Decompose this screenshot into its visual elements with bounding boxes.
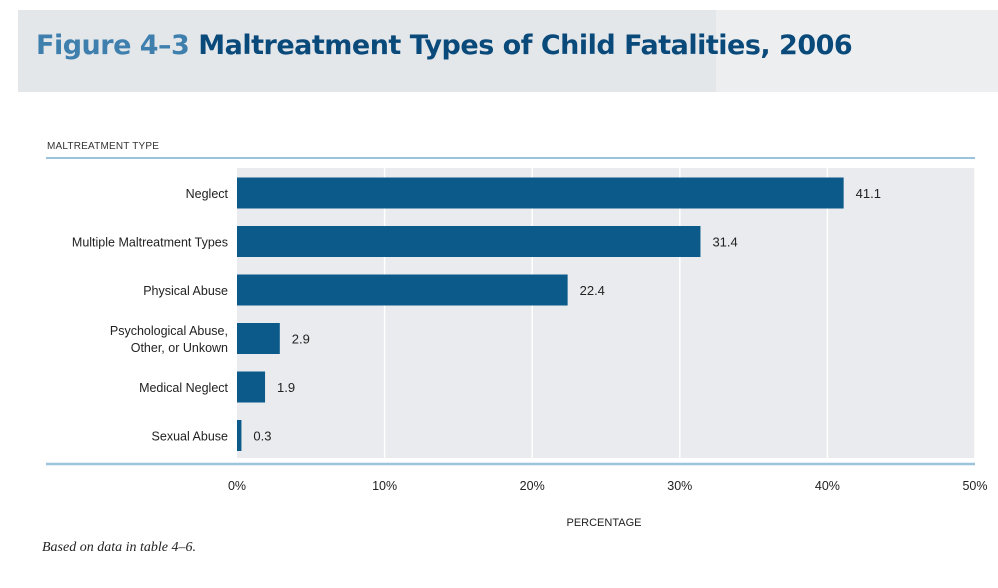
- category-label-line: Sexual Abuse: [152, 430, 228, 444]
- category-label-line: Neglect: [186, 187, 229, 201]
- title-box: [18, 10, 716, 92]
- bar: [237, 323, 280, 354]
- y-axis-label: MALTREATMENT TYPE: [47, 141, 160, 152]
- figure-title: Figure 4–3 Maltreatment Types of Child F…: [36, 30, 853, 61]
- value-label: 1.9: [277, 380, 295, 395]
- category-label: Physical Abuse: [143, 284, 228, 298]
- source-note: Based on data in table 4–6.: [42, 540, 196, 555]
- category-label-line: Other, or Unkown: [131, 341, 228, 355]
- value-label: 41.1: [856, 186, 881, 201]
- bar: [237, 226, 701, 257]
- category-label-line: Psychological Abuse,: [110, 324, 228, 338]
- category-label: Neglect: [186, 187, 229, 201]
- bar: [237, 420, 242, 451]
- category-label-line: Medical Neglect: [139, 381, 228, 395]
- value-label: 2.9: [292, 332, 310, 347]
- category-label: Sexual Abuse: [152, 430, 228, 444]
- value-label: 0.3: [253, 429, 271, 444]
- category-label: Medical Neglect: [139, 381, 228, 395]
- x-tick-label: 20%: [520, 479, 545, 493]
- bar: [237, 371, 266, 403]
- x-tick-label: 0%: [228, 479, 246, 493]
- category-label: Multiple Maltreatment Types: [72, 236, 228, 250]
- figure-title-text: Maltreatment Types of Child Fatalities, …: [198, 30, 853, 61]
- x-tick-label: 50%: [962, 479, 987, 493]
- value-label: 22.4: [580, 283, 605, 298]
- x-tick-label: 30%: [667, 479, 692, 493]
- x-tick-label: 40%: [815, 479, 840, 493]
- bar: [237, 177, 844, 209]
- bar: [237, 274, 568, 306]
- plot-background: [237, 168, 975, 458]
- category-label-line: Multiple Maltreatment Types: [72, 236, 228, 250]
- category-label-line: Physical Abuse: [143, 284, 228, 298]
- x-tick-label: 10%: [372, 479, 397, 493]
- value-label: 31.4: [712, 235, 737, 250]
- x-axis-label: PERCENTAGE: [567, 517, 642, 529]
- figure-number: Figure 4–3: [36, 30, 190, 61]
- category-label: Psychological Abuse, Other, or Unkown: [110, 324, 228, 355]
